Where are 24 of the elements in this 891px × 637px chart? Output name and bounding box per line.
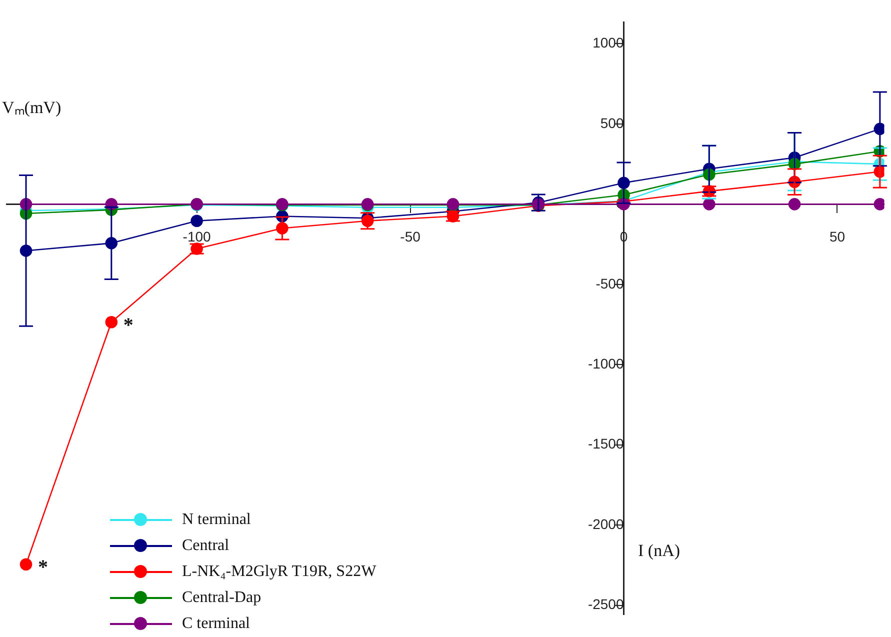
legend-label: L-NK₄-M2GlyR T19R, S22W <box>182 563 376 581</box>
annotation: * <box>38 556 48 579</box>
y-axis-title: Vₘ(mV) <box>2 97 62 118</box>
x-tick-label: 50 <box>829 228 846 244</box>
y-tick-label: -500 <box>596 275 624 292</box>
point <box>20 558 32 571</box>
legend-label: Central-Dap <box>182 589 262 607</box>
y-tick-label: 1000 <box>592 34 624 51</box>
x-tick-label: -100 <box>182 228 212 244</box>
y-tick-label: -1000 <box>588 355 624 372</box>
annotation: * <box>123 314 134 336</box>
x-tick-label: -50 <box>400 228 421 244</box>
point <box>702 198 716 210</box>
x-axis-title: I (nA) <box>638 541 680 561</box>
legend-label: Central <box>182 537 230 555</box>
point <box>105 316 118 328</box>
legend-label: N terminal <box>182 511 251 529</box>
legend-label: C terminal <box>182 615 250 633</box>
y-tick-label: -2500 <box>588 596 624 612</box>
point <box>190 214 203 228</box>
y-tick-label: -1500 <box>588 436 624 452</box>
point <box>788 198 801 210</box>
y-tick-label: 500 <box>600 114 624 131</box>
y-tick-label: -2000 <box>588 516 624 532</box>
